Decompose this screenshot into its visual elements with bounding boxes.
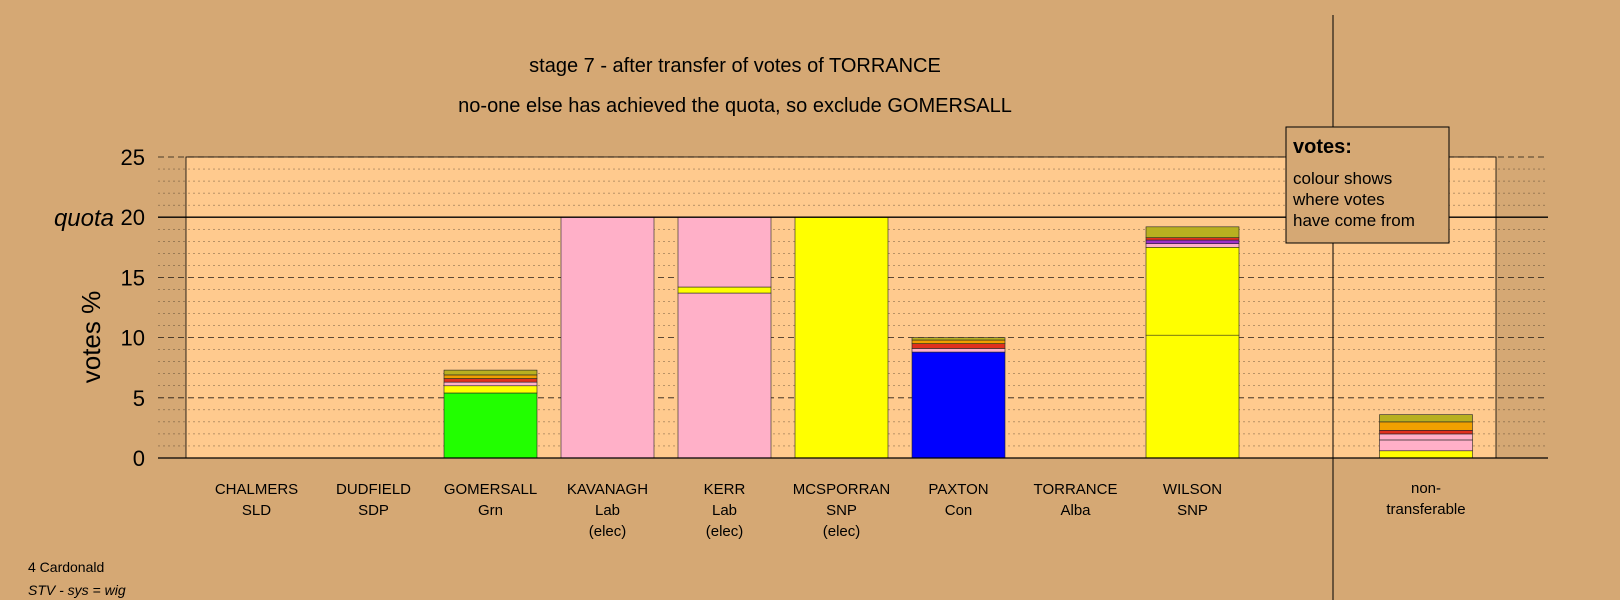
candidate-name-label: MCSPORRAN [793,481,891,498]
y-tick-label: 5 [133,386,145,411]
candidate-name-label: GOMERSALL [444,481,537,498]
bar-wilson-segment-3 [1145,239,1240,244]
candidate-name-label: KERR [704,481,746,498]
bar-gomersall-segment-0 [443,392,538,459]
party-label: Lab [712,502,737,519]
bar-gomersall-segment-5 [443,369,538,376]
party-label: SNP [826,502,857,519]
party-label: SLD [242,502,271,519]
bar-nontransferable-segment-1 [1379,439,1473,452]
party-label: Alba [1060,502,1091,519]
bar-wilson-segment-5 [1145,226,1240,238]
elected-label: (elec) [823,523,861,540]
bar-nontransferable-segment-2 [1379,433,1473,441]
candidate-name-label: WILSON [1163,481,1222,498]
party-label: SNP [1177,502,1208,519]
y-tick-labels: 0 5 10 15 20 25 [121,145,145,471]
legend-line-1: colour shows [1293,169,1392,188]
y-tick-label: 20 [121,205,145,230]
candidate-name-label: KAVANAGH [567,481,648,498]
bar-kavanagh-segment-0 [560,216,655,459]
chart-subtitle: no-one else has achieved the quota, so e… [458,95,1012,117]
bars [443,216,1473,459]
system-label: STV - sys = wig [28,582,126,598]
legend-line-3: have come from [1293,211,1415,230]
x-category-labels: CHALMERS SLD DUDFIELD SDP GOMERSALL Grn KAVANA… [215,480,1466,540]
bar-kerr-segment-2 [677,216,772,288]
bar-mcsporran-segment-0 [794,216,889,459]
elected-label: (elec) [706,523,744,540]
nontransferable-label: transferable [1386,501,1465,518]
chart-title: stage 7 - after transfer of votes of TOR… [529,55,941,77]
legend-frame [1285,126,1450,244]
bar-kerr-segment-0 [677,292,772,459]
bar-paxton-segment-2 [911,343,1006,349]
bar-gomersall-segment-2 [443,381,538,387]
y-tick-label: 25 [121,145,145,170]
bar-gomersall-segment-4 [443,374,538,379]
party-label: Con [945,502,973,519]
bar-wilson-segment-1 [1145,247,1240,336]
bar-wilson-segment-4 [1145,237,1240,241]
bar-paxton-segment-4 [911,337,1006,341]
candidate-name-label: DUDFIELD [336,481,411,498]
quota-label: quota [54,205,114,232]
legend-title: votes: [1293,136,1352,158]
party-label: Grn [478,502,503,519]
legend-box: votes: colour shows where votes have com… [1285,126,1450,244]
bar-paxton-segment-3 [911,339,1006,344]
candidate-name-label: PAXTON [928,481,988,498]
bar-gomersall-segment-1 [443,385,538,394]
y-tick-label: 0 [133,446,145,471]
y-axis-label: votes % [76,291,106,384]
bar-wilson-segment-0 [1145,334,1240,459]
bar-paxton-segment-1 [911,348,1006,353]
ward-label: 4 Cardonald [28,559,104,575]
candidate-name-label: TORRANCE [1034,481,1118,498]
bar-nontransferable-segment-4 [1379,421,1473,431]
bar-nontransferable-segment-0 [1379,450,1473,459]
bar-nontransferable-segment-5 [1379,414,1473,423]
legend-line-2: where votes [1292,190,1385,209]
candidate-name-label: CHALMERS [215,481,298,498]
bar-wilson-segment-2 [1145,243,1240,248]
bar-kerr-segment-1 [677,286,772,294]
y-tick-label: 15 [121,265,145,290]
bar-nontransferable-segment-3 [1379,430,1473,435]
bar-gomersall-segment-3 [443,378,538,383]
party-label: Lab [595,502,620,519]
elected-label: (elec) [589,523,627,540]
nontransferable-label: non- [1411,480,1441,497]
bar-paxton-segment-0 [911,351,1006,459]
party-label: SDP [358,502,389,519]
y-tick-label: 10 [121,326,145,351]
